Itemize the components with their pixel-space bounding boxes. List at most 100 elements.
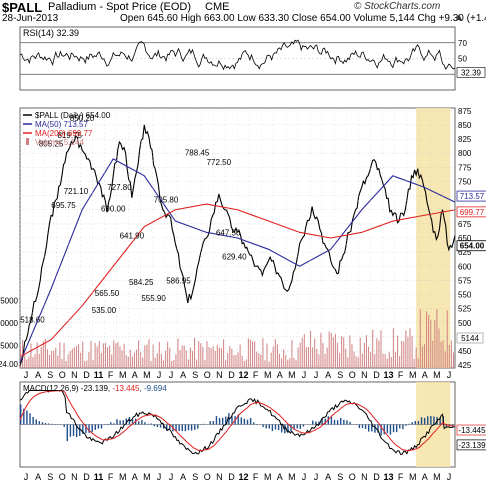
volume-bar — [129, 349, 131, 368]
month-label: A — [132, 370, 138, 380]
macd-histogram-bar — [125, 418, 128, 425]
bottom-month-label: M — [433, 472, 441, 482]
macd-histogram-bar — [333, 419, 336, 425]
macd-histogram-bar — [315, 421, 317, 425]
macd-title: MACD(12,26,9) -23.139, -13.445, -9.694 — [23, 384, 167, 393]
volume-bar — [117, 342, 119, 368]
volume-bar — [274, 339, 276, 368]
bottom-month-label: M — [409, 472, 417, 482]
volume-bar — [278, 353, 281, 368]
bottom-month-label: D — [373, 472, 380, 482]
volume-bar — [407, 336, 409, 368]
month-label: M — [409, 370, 417, 380]
macd-histogram-bar — [402, 424, 404, 430]
volume-bar — [123, 343, 125, 368]
volume-bar — [370, 351, 372, 368]
price-annotation: 629.40 — [222, 253, 247, 262]
macd-histogram-bar — [97, 424, 100, 429]
volume-bar — [146, 344, 148, 368]
volume-bar — [148, 339, 150, 368]
macd-histogram-bar — [451, 424, 454, 426]
macd-histogram-bar — [175, 424, 177, 431]
macd-histogram-bar — [340, 417, 342, 425]
volume-bar — [78, 344, 80, 368]
volume-bar — [216, 344, 218, 368]
volume-bar — [212, 346, 214, 368]
macd-histogram-bar — [221, 417, 224, 425]
volume-bar — [297, 347, 299, 368]
volume-bar — [452, 352, 455, 368]
volume-bar — [347, 357, 349, 368]
month-label: J — [169, 370, 174, 380]
volume-bar — [142, 357, 144, 368]
volume-bar — [378, 340, 380, 368]
volume-bar — [140, 351, 142, 368]
volume-last-value: 5144 — [461, 334, 479, 343]
macd-histogram-bar — [392, 424, 395, 433]
macd-histogram-bar — [336, 420, 339, 425]
symbol-label: $PALL — [2, 0, 43, 15]
exchange-label: CME — [205, 1, 230, 13]
volume-bar — [42, 341, 44, 368]
volume-bar — [229, 346, 231, 368]
volume-bar — [109, 345, 111, 368]
macd-title-part: , -9.694 — [140, 384, 168, 393]
volume-bar — [113, 340, 115, 368]
volume-bar — [165, 350, 167, 368]
volume-bar — [432, 340, 434, 368]
bottom-month-label: A — [277, 472, 283, 482]
volume-bar — [107, 347, 109, 368]
macd-histogram-bar — [47, 423, 50, 425]
volume-bar — [357, 357, 359, 368]
volume-bar — [305, 347, 307, 368]
macd-histogram-bar — [299, 424, 302, 429]
bottom-month-label: A — [132, 472, 138, 482]
macd-histogram-bar — [144, 422, 146, 425]
macd-histogram-bar — [44, 422, 47, 425]
macd-histogram-bar — [253, 422, 255, 425]
macd-histogram-bar — [237, 414, 239, 425]
bottom-month-label: F — [108, 472, 114, 482]
month-label: A — [325, 370, 331, 380]
macd-histogram-bar — [287, 424, 289, 433]
macd-histogram-bar — [256, 424, 258, 426]
macd-histogram-bar — [274, 424, 277, 430]
volume-bar — [252, 341, 254, 368]
month-label: F — [253, 370, 259, 380]
volume-bar — [32, 357, 34, 368]
price-annotation: 641.90 — [120, 232, 145, 241]
rsi-last-value-box — [456, 67, 486, 78]
macd-histogram-bar — [377, 424, 379, 433]
volume-bar — [258, 353, 260, 368]
volume-bar — [71, 348, 73, 368]
month-label: M — [143, 370, 151, 380]
volume-bar — [345, 348, 347, 368]
price-annotation: 695.75 — [51, 201, 76, 210]
bottom-month-label: J — [314, 472, 319, 482]
volume-bar — [328, 331, 330, 368]
volume-bar — [158, 341, 160, 368]
volume-bar — [283, 349, 285, 368]
volume-bar — [46, 349, 49, 368]
volume-bar — [98, 341, 100, 368]
volume-bar — [119, 346, 121, 368]
volume-bar — [450, 340, 452, 368]
macd-histogram-bar — [75, 424, 78, 438]
macd-histogram-bar — [368, 424, 370, 432]
price-last-value-box — [456, 206, 486, 218]
month-label: 11 — [94, 370, 104, 380]
bottom-month-label: 11 — [94, 472, 104, 482]
macd-histogram-bar — [225, 416, 227, 425]
macd-histogram-bar — [293, 424, 295, 430]
macd-histogram-bar — [141, 420, 143, 425]
volume-bar — [386, 358, 388, 368]
macd-histogram-bar — [116, 419, 118, 425]
macd-histogram-bar — [433, 416, 435, 425]
volume-bar — [235, 354, 237, 368]
volume-bar — [426, 311, 428, 368]
volume-bar — [133, 352, 136, 368]
macd-histogram-bar — [284, 424, 286, 434]
legend-label: MA(50) 713.57 — [35, 120, 88, 129]
volume-bar — [359, 337, 361, 368]
volume-bar — [51, 350, 53, 368]
